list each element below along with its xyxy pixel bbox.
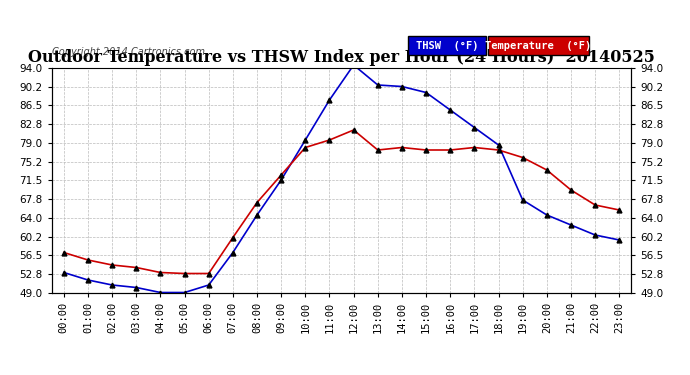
Text: Copyright 2014 Cartronics.com: Copyright 2014 Cartronics.com xyxy=(52,47,205,57)
FancyBboxPatch shape xyxy=(488,36,589,55)
Text: Temperature  (°F): Temperature (°F) xyxy=(485,40,591,51)
Title: Outdoor Temperature vs THSW Index per Hour (24 Hours)  20140525: Outdoor Temperature vs THSW Index per Ho… xyxy=(28,49,655,66)
Text: THSW  (°F): THSW (°F) xyxy=(416,40,479,51)
FancyBboxPatch shape xyxy=(408,36,486,55)
